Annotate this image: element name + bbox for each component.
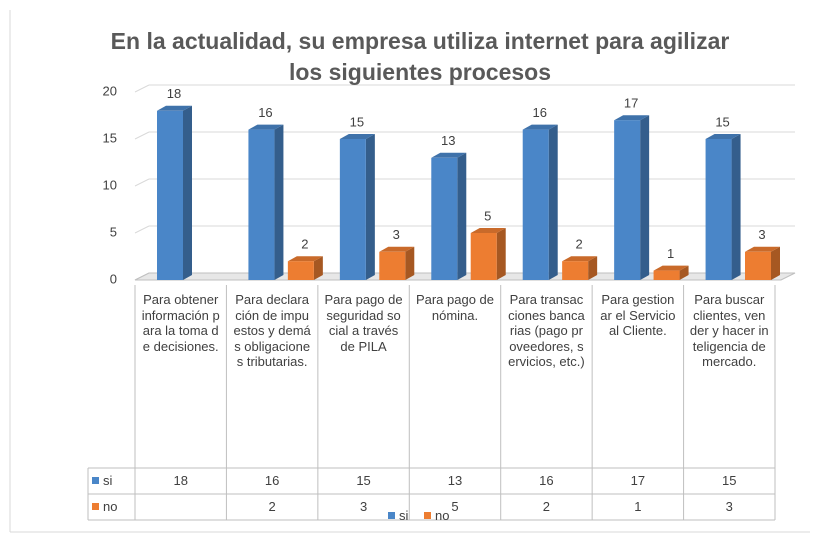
- bar: [248, 129, 275, 280]
- table-value: 15: [722, 473, 737, 488]
- bar: [339, 139, 366, 280]
- table-value: 15: [356, 473, 371, 488]
- bar-top: [705, 134, 741, 139]
- y-tick-label: 5: [110, 224, 117, 239]
- table-value: 1: [634, 499, 642, 514]
- bar-side: [496, 228, 506, 280]
- bar-side: [313, 256, 323, 280]
- data-label: 16: [258, 105, 272, 120]
- legend-swatch: [92, 503, 99, 510]
- chart-title: En la actualidad, su empresa utiliza int…: [110, 28, 730, 85]
- y-tick-label: 10: [103, 177, 117, 192]
- table-value: 13: [447, 473, 463, 488]
- bar-top: [470, 228, 506, 233]
- x-tick-label: Para pago de nómina.: [415, 292, 495, 323]
- table-value: 3: [725, 499, 733, 514]
- table-value: 16: [539, 473, 554, 488]
- bar: [379, 251, 406, 280]
- legend-swatch: [424, 512, 431, 519]
- bar-top: [287, 256, 323, 262]
- bar-top: [562, 256, 598, 262]
- bar-side: [731, 134, 741, 280]
- data-label: 13: [441, 133, 455, 148]
- x-tick-label: Para buscar clientes, vender y hacer int…: [689, 292, 769, 369]
- bar: [745, 251, 771, 280]
- legend-label: no: [435, 508, 450, 523]
- data-label: 3: [758, 227, 765, 242]
- legend-label: si: [399, 508, 409, 523]
- data-label: 18: [167, 86, 181, 101]
- grid-line: [134, 178, 150, 187]
- data-label: 2: [576, 237, 583, 252]
- legend-entry: si: [388, 508, 408, 523]
- bar-side: [588, 256, 598, 280]
- grid-line: [134, 84, 150, 93]
- y-tick-label: 0: [110, 271, 117, 286]
- bar-top: [248, 124, 284, 130]
- grid-line: [134, 131, 150, 140]
- bar-side: [274, 124, 284, 280]
- x-tick-label: Para obtener información para la toma de…: [141, 292, 220, 354]
- bar-top: [614, 115, 650, 121]
- data-label: 15: [350, 114, 364, 129]
- data-label: 15: [715, 114, 729, 129]
- x-tick-label: Para gestionar el Servicio al Cliente.: [600, 292, 676, 338]
- x-tick-label: Para pago de seguridad social a través d…: [324, 292, 403, 354]
- bar: [157, 110, 183, 280]
- bar-top: [157, 105, 192, 111]
- bar-side: [457, 152, 467, 280]
- y-tick-label: 20: [103, 83, 117, 98]
- legend-label: si: [103, 473, 113, 488]
- data-label: 1: [667, 246, 674, 261]
- bar: [522, 129, 549, 280]
- bar-side: [183, 105, 192, 280]
- bar: [653, 270, 680, 280]
- table-value: 18: [173, 473, 188, 488]
- table-value: 16: [264, 473, 280, 488]
- table-value: 2: [542, 499, 551, 514]
- x-tick-label: Para transacciones bancarias (pago prove…: [508, 292, 585, 369]
- table-value: 17: [630, 473, 646, 488]
- table-value: 3: [359, 499, 368, 514]
- bar: [287, 261, 314, 280]
- bar-top: [745, 246, 780, 252]
- bar-side: [640, 115, 650, 280]
- legend-swatch: [388, 512, 395, 519]
- bar-top: [339, 134, 375, 139]
- bar-top: [522, 124, 558, 130]
- bar-side: [405, 246, 415, 280]
- data-label: 17: [624, 96, 638, 111]
- bar-side: [771, 246, 780, 280]
- legend-label: no: [103, 499, 118, 514]
- data-label: 5: [484, 208, 491, 223]
- bar-top: [379, 246, 415, 252]
- bar: [562, 261, 589, 280]
- legend-swatch: [92, 477, 99, 484]
- grid-line: [134, 225, 150, 234]
- bar: [431, 157, 458, 280]
- bar: [705, 139, 732, 280]
- table-value: 5: [451, 499, 459, 514]
- legend-entry: no: [424, 508, 449, 523]
- bar-side: [679, 265, 689, 280]
- bar-side: [365, 134, 375, 280]
- bar-side: [548, 124, 558, 280]
- table-value: 2: [268, 499, 276, 514]
- legend-entry: no: [92, 494, 117, 520]
- y-tick-label: 15: [103, 130, 117, 145]
- legend-entry: si: [92, 468, 112, 494]
- bar: [470, 233, 497, 280]
- bar: [614, 120, 641, 280]
- x-tick-label: Para declaración de impuestos y demás ob…: [233, 292, 311, 369]
- data-label: 16: [532, 105, 546, 120]
- data-label: 3: [393, 227, 400, 242]
- bar-top: [431, 152, 467, 158]
- bar-top: [653, 265, 689, 271]
- data-label: 2: [301, 237, 308, 252]
